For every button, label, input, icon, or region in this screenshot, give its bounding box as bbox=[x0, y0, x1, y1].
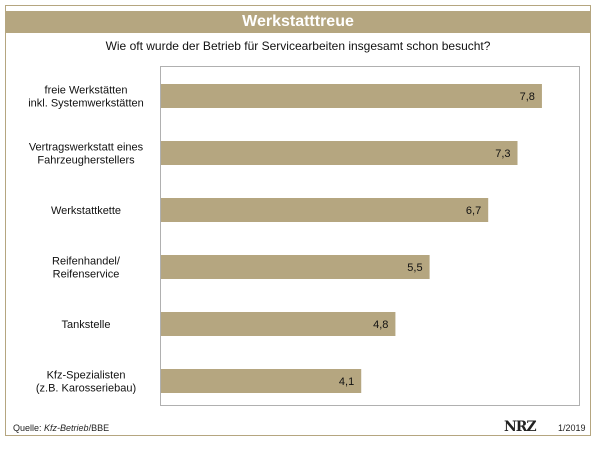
bar bbox=[161, 255, 430, 279]
source-note: Quelle: Kfz-Betrieb/BBE bbox=[13, 423, 109, 433]
category-label-line: Vertragswerkstatt eines bbox=[29, 142, 144, 154]
bar-value-label: 4,1 bbox=[339, 376, 354, 388]
outer-frame bbox=[5, 5, 591, 436]
source-suffix: /BBE bbox=[88, 423, 110, 433]
category-label-line: (z.B. Karosseriebau) bbox=[36, 383, 136, 395]
bar bbox=[161, 198, 489, 222]
category-label-line: Kfz-Spezialisten bbox=[47, 370, 126, 382]
category-label: freie Werkstätten inkl. Systemwerkstätten bbox=[28, 85, 144, 110]
category-label: Vertragswerkstatt eines Fahrzeugherstelle… bbox=[29, 142, 144, 167]
category-label: Kfz-Spezialisten (z.B. Karosseriebau) bbox=[36, 370, 136, 395]
plot-area bbox=[160, 66, 580, 406]
bar-value-label: 7,3 bbox=[495, 148, 510, 160]
category-label: Reifenhandel/Reifenservice bbox=[52, 256, 121, 281]
bar bbox=[161, 84, 542, 108]
bar-value-label: 4,8 bbox=[373, 319, 388, 331]
publisher-logo: NRZ bbox=[504, 419, 537, 435]
bar-value-label: 6,7 bbox=[466, 205, 481, 217]
category-label: Werkstattkette bbox=[51, 205, 121, 217]
bar-value-label: 5,5 bbox=[407, 262, 422, 274]
category-label-line: Reifenservice bbox=[53, 269, 120, 281]
category-label-line: Werkstattkette bbox=[51, 205, 121, 217]
bar-value-label: 7,8 bbox=[520, 91, 535, 103]
bar bbox=[161, 312, 396, 336]
category-label: Tankstelle bbox=[62, 319, 111, 331]
bar bbox=[161, 141, 518, 165]
category-label-line: inkl. Systemwerkstätten bbox=[28, 98, 144, 110]
source-prefix: Quelle: bbox=[13, 423, 45, 433]
category-label-line: Tankstelle bbox=[62, 319, 111, 331]
category-label-line: Reifenhandel/ bbox=[52, 256, 121, 268]
publication-date: 1/2019 bbox=[558, 423, 586, 433]
chart-title: Werkstatttreue bbox=[5, 11, 591, 33]
category-label-line: Fahrzeugherstellers bbox=[37, 155, 135, 167]
bar bbox=[161, 369, 362, 393]
chart-subtitle: Wie oft wurde der Betrieb für Servicearb… bbox=[105, 39, 491, 53]
category-label-line: freie Werkstätten bbox=[45, 85, 128, 97]
source-publication: Kfz-Betrieb bbox=[44, 423, 89, 433]
